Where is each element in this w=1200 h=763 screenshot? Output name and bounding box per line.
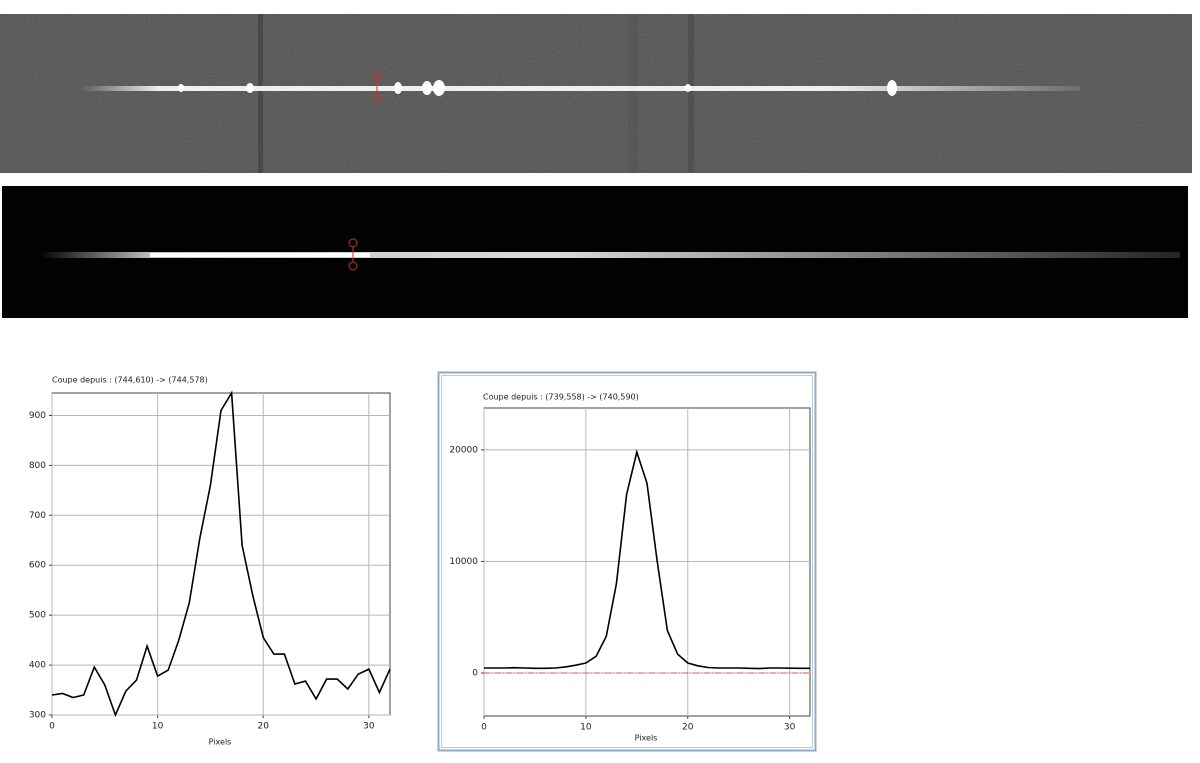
y-tick-label: 600 xyxy=(29,561,46,571)
x-tick-label: 0 xyxy=(49,722,55,732)
profile-line xyxy=(484,449,810,670)
y-tick-label: 300 xyxy=(29,711,46,721)
y-tick-label: 400 xyxy=(29,661,46,671)
x-tick-label: 10 xyxy=(580,723,592,733)
chart-title: Coupe depuis : (744,610) -> (744,578) xyxy=(52,376,208,385)
y-tick-label: 500 xyxy=(29,611,46,621)
profile-line xyxy=(51,390,391,718)
x-tick-label: 10 xyxy=(152,722,164,732)
plot-area xyxy=(51,392,391,716)
x-tick-label: 20 xyxy=(682,723,694,733)
x-axis-label: Pixels xyxy=(635,734,658,743)
plot-area xyxy=(483,407,811,717)
y-tick-label: 800 xyxy=(29,461,46,471)
x-axis-label: Pixels xyxy=(209,738,232,747)
y-tick-label: 700 xyxy=(29,511,46,521)
spectrum-image-processed xyxy=(2,186,1188,318)
y-tick-label: 900 xyxy=(29,411,46,421)
x-tick-label: 30 xyxy=(784,723,796,733)
y-tick-label: 10000 xyxy=(449,557,478,567)
y-tick-label: 20000 xyxy=(449,445,478,455)
spectrum-image-raw xyxy=(0,14,1192,173)
x-tick-label: 0 xyxy=(481,723,487,733)
x-tick-label: 20 xyxy=(258,722,270,732)
y-tick-label: 0 xyxy=(472,669,478,679)
x-tick-label: 30 xyxy=(363,722,375,732)
chart-title: Coupe depuis : (739,558) -> (740,590) xyxy=(483,393,639,402)
